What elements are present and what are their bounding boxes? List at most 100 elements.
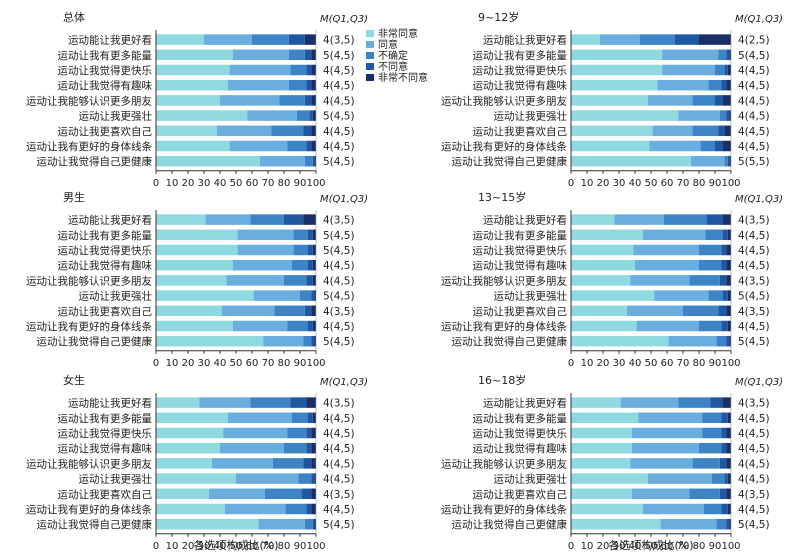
bar-segment	[314, 473, 316, 484]
bar-segment	[692, 125, 719, 137]
x-tick-label: 90	[294, 178, 307, 189]
bar-segment	[311, 488, 316, 500]
bar-segment	[229, 140, 288, 152]
bar-segment	[724, 125, 731, 137]
bar-segment	[630, 458, 693, 469]
bar-segment	[311, 503, 316, 515]
bar-segment	[287, 320, 308, 332]
bar-segment	[699, 442, 722, 454]
category-label: 运动让我觉得更快乐	[473, 428, 568, 440]
bar-segment	[635, 259, 699, 271]
category-label: 运动让我有更多能量	[58, 412, 153, 425]
bar-segment	[312, 110, 316, 121]
x-tick-label: 90	[709, 178, 722, 189]
bar-segment	[723, 229, 728, 241]
bar-segment	[258, 518, 305, 530]
bar-segment	[705, 229, 723, 241]
bar-segment	[304, 155, 313, 167]
bar-segment	[723, 214, 731, 225]
bar-segment	[571, 305, 627, 317]
bar-segment	[204, 34, 252, 45]
x-tick-label: 30	[198, 178, 211, 189]
bar-segment	[260, 155, 305, 167]
bar-segment	[236, 473, 299, 484]
category-label: 运动让我能够认识更多朋友	[26, 457, 152, 470]
bar-segment	[288, 79, 307, 91]
median-label: 4(4,5)	[323, 126, 355, 138]
bar-segment	[724, 64, 728, 76]
bar-segment	[571, 79, 658, 91]
x-tick-label: 50	[645, 358, 658, 369]
bar-segment	[298, 473, 312, 484]
category-label: 运动让我更喜欢自己	[473, 305, 568, 318]
bar-segment	[726, 259, 731, 271]
median-label: 4(4,5)	[323, 141, 355, 153]
median-label: 5(4,5)	[323, 245, 355, 257]
bar-segment	[156, 503, 225, 515]
bar-segment	[647, 473, 712, 484]
median-label: 4(3,5)	[323, 489, 355, 501]
bar-segment	[627, 305, 683, 317]
median-label: 4(4,5)	[738, 95, 770, 107]
median-header: M(Q1,Q3)	[735, 194, 783, 205]
bar-segment	[300, 290, 312, 301]
median-label: 4(4,5)	[323, 428, 355, 440]
bar-segment	[306, 275, 313, 286]
bar-segment	[309, 110, 313, 121]
bar-segment	[726, 110, 730, 121]
category-label: 运动让我觉得自己更健康	[452, 155, 568, 168]
category-label: 运动让我觉得自己更健康	[452, 335, 568, 348]
bar-segment	[306, 64, 312, 76]
bar-segment	[285, 503, 307, 515]
category-label: 运动让我能够认识更多朋友	[441, 94, 567, 107]
bar-segment	[303, 458, 312, 469]
bar-segment	[308, 412, 313, 424]
x-tick-label: 20	[182, 541, 195, 552]
legend-label: 同意	[378, 38, 398, 51]
bar-segment	[716, 335, 727, 347]
bar-segment	[729, 155, 731, 167]
legend-label: 不同意	[378, 60, 408, 73]
category-label: 运动让我觉得自己更健康	[452, 518, 568, 531]
x-tick-label: 100	[721, 358, 740, 369]
x-tick-label: 90	[709, 358, 722, 369]
bar-segment	[284, 275, 307, 286]
bar-segment	[156, 305, 222, 317]
median-label: 4(4,5)	[738, 428, 770, 440]
x-tick-label: 60	[661, 178, 674, 189]
bar-segment	[250, 397, 291, 408]
median-label: 5(4,5)	[323, 156, 355, 168]
bar-segment	[279, 95, 305, 106]
median-label: 5(4,5)	[323, 111, 355, 123]
bar-segment	[232, 320, 288, 332]
bar-segment	[308, 259, 313, 271]
bar-segment	[311, 64, 316, 76]
bar-segment	[293, 229, 308, 241]
bar-segment	[721, 244, 727, 256]
bar-segment	[699, 34, 731, 45]
bar-segment	[571, 473, 648, 484]
bar-segment	[156, 214, 206, 225]
category-label: 运动让我觉得更快乐	[58, 65, 153, 77]
x-tick-label: 80	[278, 541, 291, 552]
category-label: 运动让我觉得自己更健康	[37, 155, 153, 168]
bar-segment	[312, 244, 316, 256]
median-label: 4(4,5)	[323, 458, 355, 470]
bar-segment	[312, 320, 316, 332]
category-label: 运动让我更喜欢自己	[58, 125, 153, 138]
legend-swatch	[366, 30, 374, 37]
bar-segment	[314, 335, 316, 347]
x-tick-label: 10	[581, 358, 594, 369]
bar-segment	[303, 335, 312, 347]
x-tick-label: 30	[613, 358, 626, 369]
category-label: 运动让我有更多能量	[58, 49, 153, 62]
bar-segment	[726, 49, 730, 61]
median-label: 4(3,5)	[323, 398, 355, 410]
bar-segment	[678, 397, 711, 408]
x-tick-label: 80	[693, 358, 706, 369]
bar-segment	[216, 125, 272, 137]
category-label: 运动让我觉得更快乐	[473, 65, 568, 77]
bar-segment	[716, 518, 727, 530]
bar-segment	[311, 95, 316, 106]
